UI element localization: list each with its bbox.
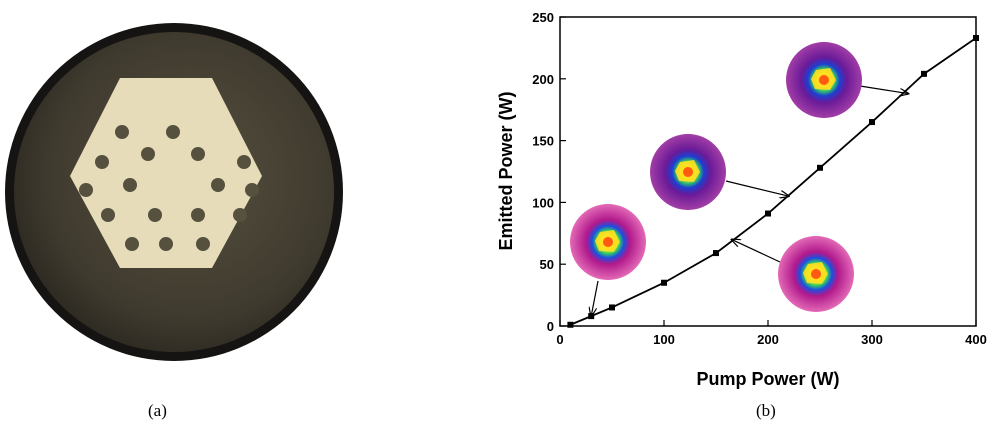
beam-profile-inset	[650, 134, 726, 210]
air-holes	[79, 125, 259, 251]
air-hole	[245, 183, 259, 197]
fiber-core-hexagon	[70, 78, 262, 268]
x-tick-label: 100	[653, 332, 675, 347]
y-tick-label: 50	[540, 257, 554, 272]
power-chart: 0 100 200 300 400 0 50 100 150 200 250 Pump Power …	[496, 10, 987, 389]
air-hole	[79, 183, 93, 197]
air-hole	[237, 155, 251, 169]
y-tick-label: 250	[532, 10, 554, 25]
y-axis-title: Emitted Power (W)	[496, 91, 516, 250]
air-hole	[166, 125, 180, 139]
air-hole	[123, 178, 137, 192]
air-hole	[233, 208, 247, 222]
inset-arrow	[591, 280, 599, 316]
air-hole	[125, 237, 139, 251]
inset-arrow	[732, 239, 781, 263]
data-point	[869, 119, 875, 126]
series-layer	[567, 35, 979, 328]
axis-ticks: 0 100 200 300 400 0 50 100 150 200 250	[532, 10, 987, 347]
plot-frame	[559, 16, 977, 327]
data-point	[765, 210, 771, 217]
beam-profile-inset	[570, 204, 646, 280]
air-hole	[196, 237, 210, 251]
y-tick-label: 200	[532, 72, 554, 87]
data-point	[921, 70, 927, 77]
air-hole	[141, 147, 155, 161]
data-point	[567, 321, 574, 328]
data-point	[661, 279, 667, 286]
air-hole	[115, 125, 129, 139]
air-hole	[95, 155, 109, 169]
x-tick-label: 300	[861, 332, 883, 347]
y-tick-label: 100	[532, 195, 554, 210]
caption-b: (b)	[756, 401, 776, 420]
air-hole	[191, 208, 205, 222]
inset-arrow	[725, 180, 789, 196]
air-hole	[191, 147, 205, 161]
air-hole	[159, 237, 173, 251]
series-line	[570, 37, 977, 326]
inset-arrow	[859, 85, 908, 94]
x-tick-label: 0	[556, 332, 563, 347]
x-axis-title: Pump Power (W)	[697, 369, 840, 389]
y-tick-label: 150	[532, 134, 554, 149]
data-point	[609, 304, 615, 311]
caption-a: (a)	[148, 401, 167, 420]
x-tick-label: 400	[965, 332, 987, 347]
beam-profile-inset	[786, 42, 862, 118]
x-tick-label: 200	[757, 332, 779, 347]
y-tick-label: 0	[547, 319, 554, 334]
beam-profile-insets	[570, 42, 908, 316]
fiber-cross-section-photo	[5, 23, 343, 361]
data-point	[973, 35, 979, 42]
air-hole	[101, 208, 115, 222]
data-point	[817, 164, 823, 171]
beam-profile-inset	[778, 236, 854, 312]
data-point	[713, 250, 719, 257]
air-hole	[148, 208, 162, 222]
air-hole	[211, 178, 225, 192]
